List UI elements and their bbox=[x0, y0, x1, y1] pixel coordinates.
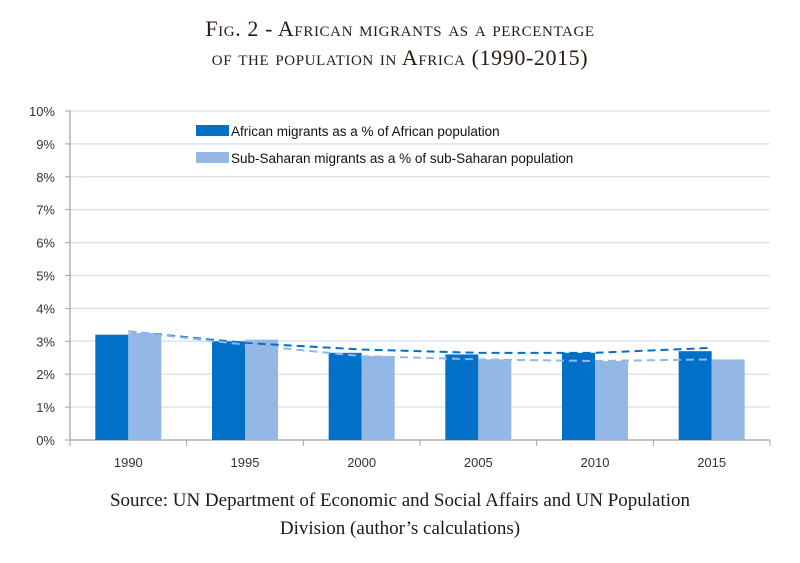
y-tick-label: 1% bbox=[36, 400, 55, 415]
bar-subsaharan bbox=[245, 339, 278, 440]
chart-title-line-1: Fig. 2 - African migrants as a percentag… bbox=[205, 16, 595, 41]
bar-subsaharan bbox=[361, 356, 395, 440]
bar-african bbox=[562, 352, 595, 440]
bar-african bbox=[678, 351, 712, 440]
x-tick-label: 2005 bbox=[464, 455, 493, 470]
chart-title: Fig. 2 - African migrants as a percentag… bbox=[0, 14, 800, 72]
legend-swatch-subsaharan bbox=[196, 152, 229, 163]
trendline-subsaharan bbox=[128, 330, 712, 363]
bars bbox=[95, 333, 745, 440]
bar-subsaharan bbox=[478, 359, 512, 440]
y-tick-label: 10% bbox=[29, 104, 55, 119]
bar-african bbox=[212, 341, 245, 440]
source-note: Source: UN Department of Economic and So… bbox=[0, 487, 800, 543]
y-tick-label: 4% bbox=[36, 301, 55, 316]
x-tick-label: 2015 bbox=[697, 455, 726, 470]
y-tick-label: 8% bbox=[36, 170, 55, 185]
trendlines bbox=[128, 330, 712, 363]
bar-subsaharan bbox=[711, 359, 745, 440]
x-tick-label: 2000 bbox=[347, 455, 376, 470]
chart-title-line-2: of the population in Africa (1990-2015) bbox=[211, 45, 589, 70]
legend: African migrants as a % of African popul… bbox=[196, 124, 573, 166]
bar-subsaharan bbox=[595, 361, 628, 440]
source-line-1: Source: UN Department of Economic and So… bbox=[109, 490, 691, 511]
x-tick-label: 2010 bbox=[581, 455, 610, 470]
bar-subsaharan bbox=[128, 333, 162, 440]
axes: 0% 1% 2% 3% 4% 5% 6% 7% 8% 9% 10% 1990 1995 2000 2005 2… bbox=[29, 104, 771, 470]
gridlines bbox=[70, 110, 770, 408]
legend-swatch-african bbox=[196, 125, 229, 136]
y-tick-label: 3% bbox=[36, 334, 55, 349]
trendline-african bbox=[128, 330, 712, 354]
bar-african bbox=[95, 334, 129, 440]
y-tick-label: 9% bbox=[36, 137, 55, 152]
bar-african bbox=[328, 352, 362, 440]
y-tick-label: 7% bbox=[36, 203, 55, 218]
bar-african bbox=[445, 354, 479, 440]
x-tick-label: 1990 bbox=[114, 455, 143, 470]
source-line-2: Division (author’s calculations) bbox=[279, 518, 521, 539]
y-tick-label: 0% bbox=[36, 433, 55, 448]
y-tick-label: 5% bbox=[36, 269, 55, 284]
x-tick-label: 1995 bbox=[231, 455, 260, 470]
legend-label-african: African migrants as a % of African popul… bbox=[231, 124, 500, 139]
y-tick-label: 2% bbox=[36, 367, 55, 382]
y-tick-label: 6% bbox=[36, 236, 55, 251]
legend-label-subsaharan: Sub-Saharan migrants as a % of sub-Sahar… bbox=[231, 151, 573, 166]
